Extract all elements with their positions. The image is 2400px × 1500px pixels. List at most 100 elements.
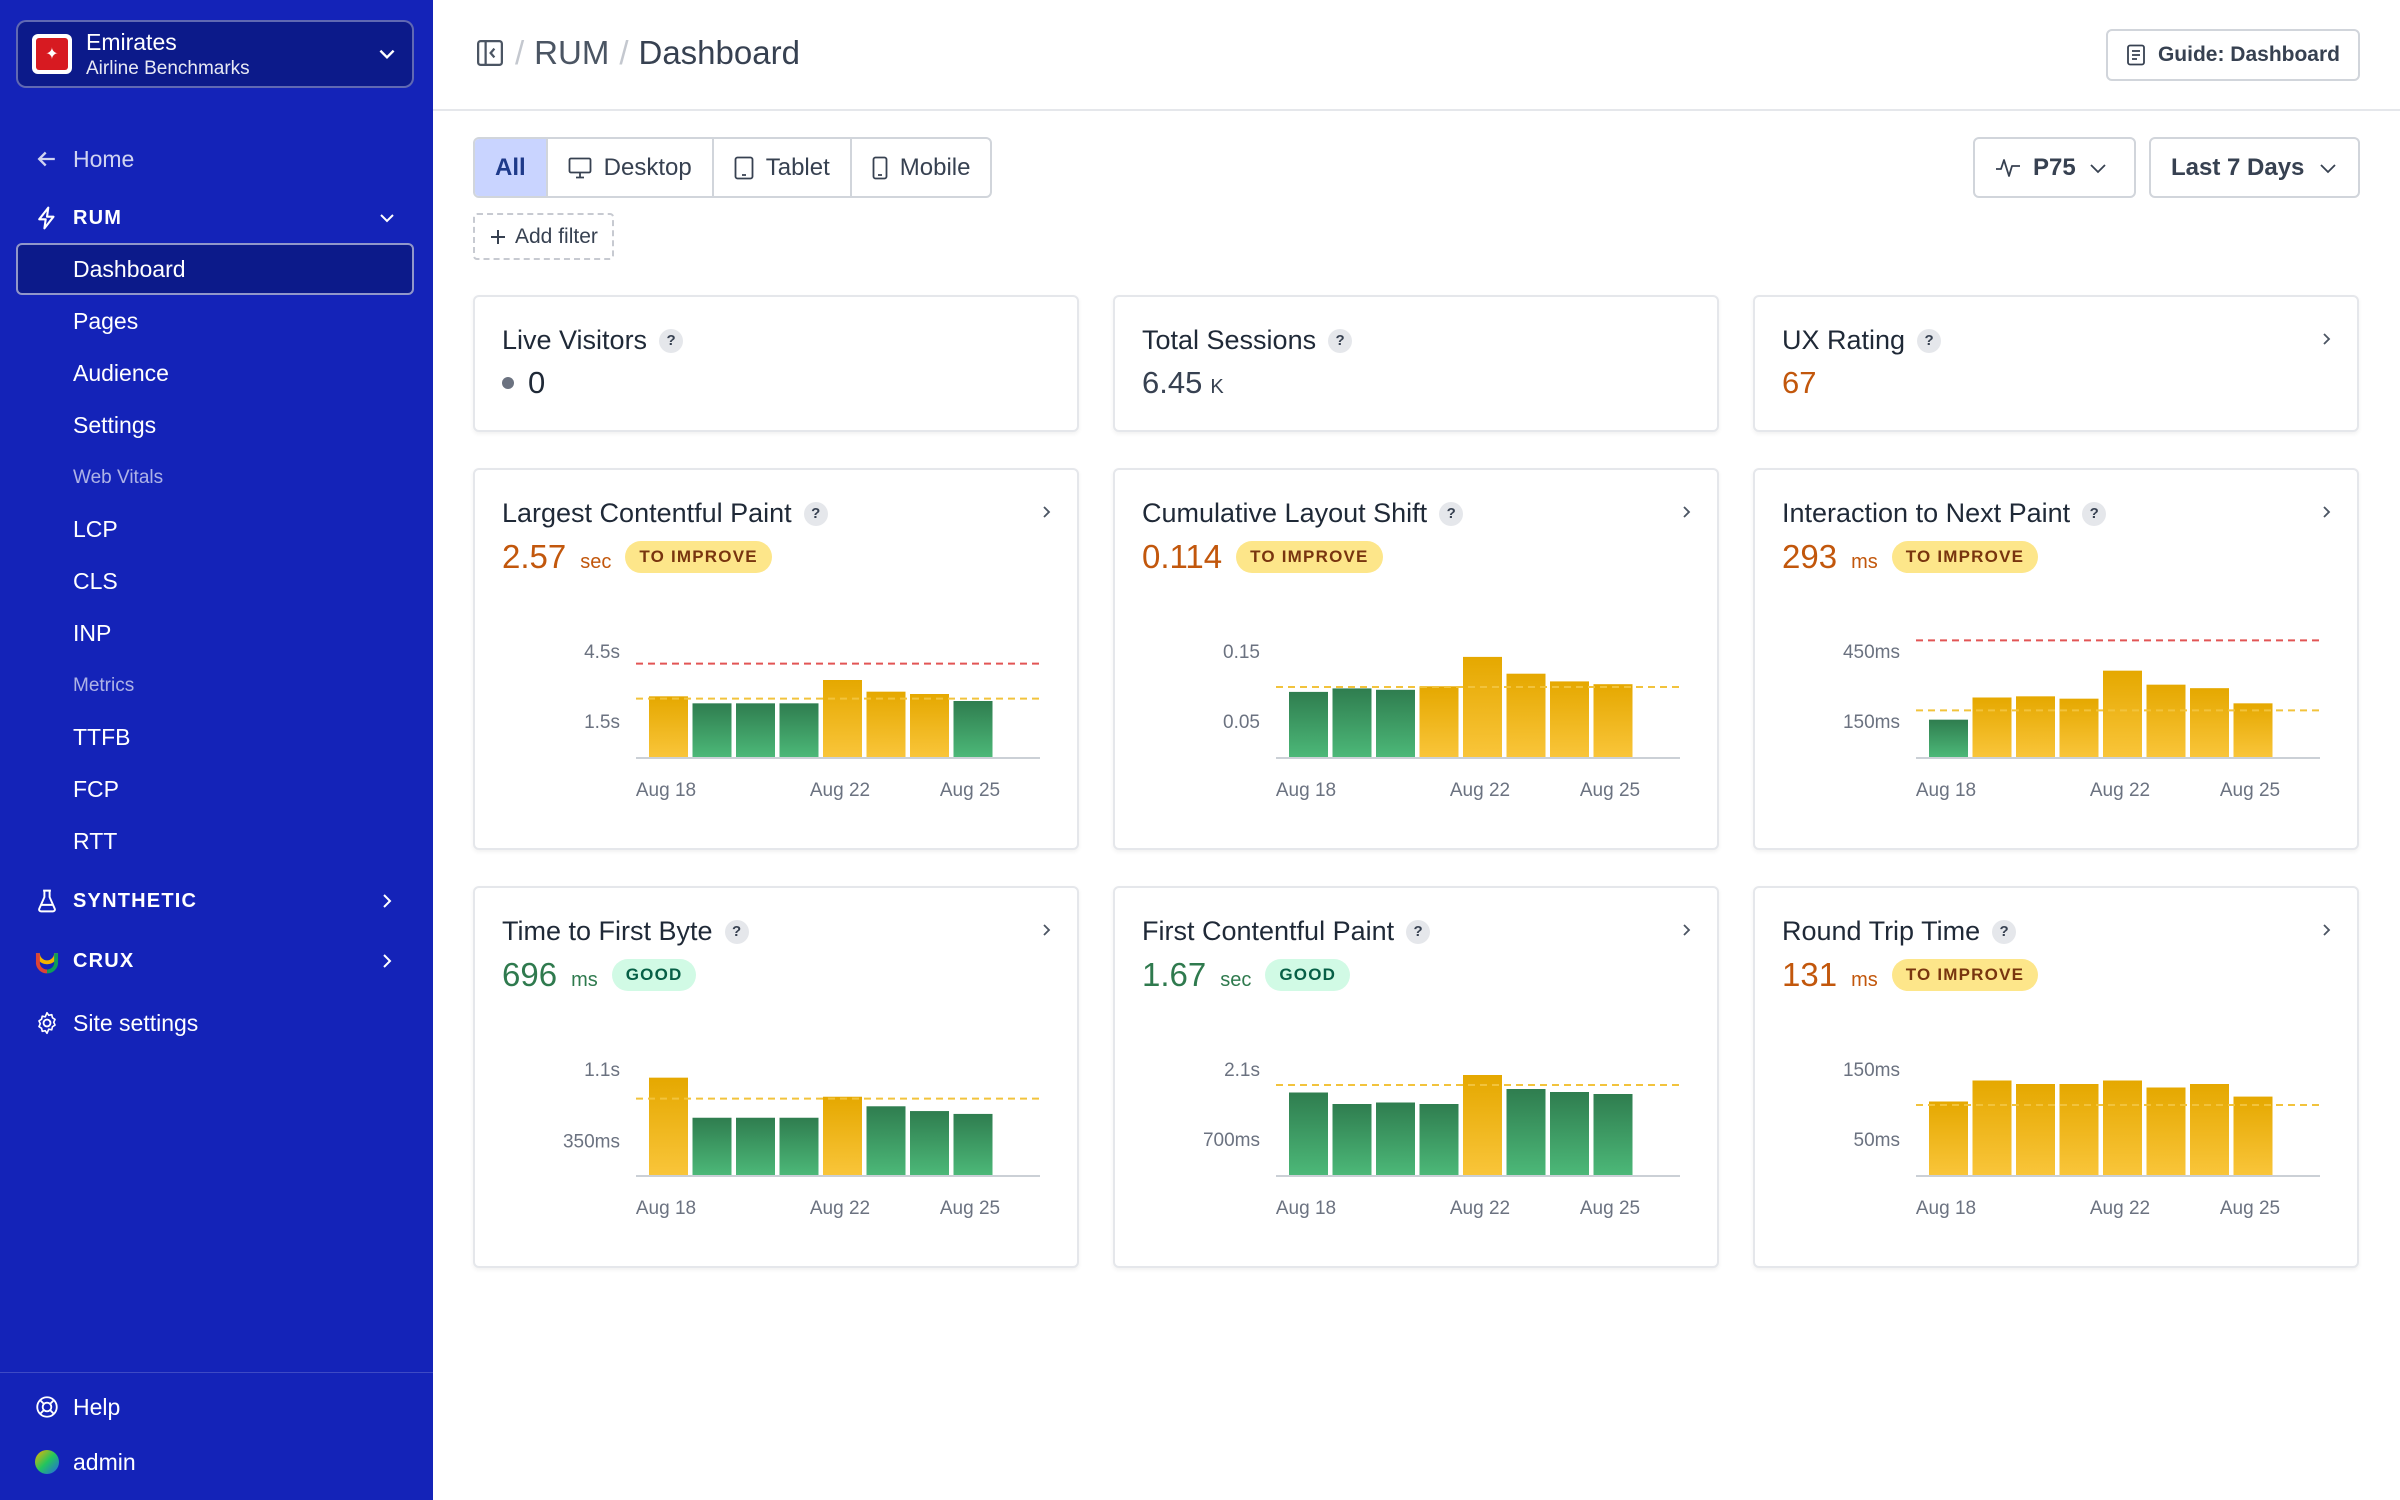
chart-bar[interactable] [1506, 673, 1546, 757]
date-range-dropdown[interactable]: Last 7 Days [2149, 137, 2360, 198]
metric-card-largest-contentful-paint[interactable]: Largest Contentful Paint? 2.57 sec TO IMPRO… [473, 468, 1079, 850]
help-icon[interactable]: ? [1992, 919, 2017, 944]
chart-bar[interactable] [1463, 656, 1502, 757]
chart-bar[interactable] [2146, 684, 2186, 757]
metric-card-round-trip-time[interactable]: Round Trip Time? 131 ms TO IMPROVE 150ms 50ms… [1753, 886, 2359, 1268]
chevron-right-icon[interactable] [1679, 504, 1695, 520]
chevron-right-icon[interactable] [2319, 331, 2335, 347]
chart-bar[interactable] [953, 1113, 993, 1175]
chart-bar[interactable] [1972, 697, 2012, 758]
metric-card-first-contentful-paint[interactable]: First Contentful Paint? 1.67 sec GOOD 2.1s 70… [1113, 886, 1719, 1268]
chart-bar[interactable] [1506, 1089, 1546, 1175]
chevron-right-icon[interactable] [1039, 504, 1055, 520]
sidebar-toggle-icon[interactable] [475, 38, 505, 68]
chart-bar[interactable] [1332, 1104, 1372, 1175]
percentile-dropdown[interactable]: P75 [1973, 137, 2136, 198]
org-switcher[interactable]: ✦ Emirates Airline Benchmarks [16, 20, 414, 88]
sidebar-item-help[interactable]: Help [0, 1390, 433, 1424]
chart-bar[interactable] [779, 703, 819, 757]
sidebar-item-lcp[interactable]: LCP [73, 516, 118, 542]
chart-bar[interactable] [2233, 1096, 2273, 1175]
metric-card-interaction-to-next-paint[interactable]: Interaction to Next Paint? 293 ms TO IMPROV… [1753, 468, 2359, 850]
chart-bar[interactable] [1419, 686, 1459, 757]
sidebar-item-ttfb[interactable]: TTFB [73, 724, 131, 750]
chart-bar[interactable] [1376, 1102, 1415, 1176]
chevron-right-icon[interactable] [2319, 922, 2335, 938]
sidebar-item-site-settings[interactable]: Site settings [0, 1006, 433, 1040]
chart-bar[interactable] [736, 1117, 775, 1175]
chevron-right-icon[interactable] [1039, 922, 1055, 938]
chart-bar[interactable] [1593, 1094, 1633, 1175]
chart-bar[interactable] [823, 1096, 862, 1175]
sidebar-item-rtt[interactable]: RTT [73, 828, 118, 854]
chart-bar[interactable] [866, 1106, 906, 1175]
chart-bar[interactable] [1929, 719, 1968, 757]
stat-card-ux-rating[interactable]: UX Rating? 67 [1753, 295, 2359, 432]
help-icon[interactable]: ? [1328, 328, 1353, 353]
chart-bar[interactable] [910, 1111, 949, 1175]
breadcrumb-rum[interactable]: RUM [534, 34, 610, 71]
chart-bar[interactable] [1972, 1080, 2012, 1176]
chart-bar[interactable] [736, 703, 775, 757]
chart-bar[interactable] [953, 701, 993, 757]
sidebar-item-audience[interactable]: Audience [73, 360, 169, 386]
chart-bar[interactable] [692, 703, 732, 757]
chart-bar[interactable] [2016, 1084, 2055, 1175]
chart-bar[interactable] [1550, 681, 1589, 757]
chart-bar[interactable] [1463, 1075, 1502, 1175]
sidebar-item-cls[interactable]: CLS [73, 568, 118, 594]
chart-bar[interactable] [649, 696, 688, 757]
metric-card-cumulative-layout-shift[interactable]: Cumulative Layout Shift? 0.114 TO IMPROVE 0… [1113, 468, 1719, 850]
chart-bar[interactable] [1289, 691, 1328, 757]
sidebar-item-pages[interactable]: Pages [73, 308, 139, 334]
chart-bar[interactable] [2059, 1084, 2099, 1175]
chart-bar[interactable] [649, 1077, 688, 1175]
chevron-right-icon[interactable] [2319, 504, 2335, 520]
chart-bar[interactable] [2103, 670, 2142, 757]
sidebar-section-rum[interactable]: RUM [0, 201, 433, 235]
help-icon[interactable]: ? [1439, 501, 1464, 526]
help-icon[interactable]: ? [2082, 501, 2107, 526]
chart-bar[interactable] [2103, 1080, 2142, 1176]
chart-bar[interactable] [866, 691, 906, 757]
chart-bar[interactable] [2059, 698, 2099, 757]
sidebar-item-fcp[interactable]: FCP [73, 776, 119, 802]
help-icon[interactable]: ? [803, 501, 828, 526]
chart-bar[interactable] [1550, 1092, 1589, 1175]
device-tab-mobile[interactable]: Mobile [849, 139, 991, 196]
chart-bar[interactable] [1419, 1104, 1459, 1175]
chart-bar[interactable] [2233, 703, 2273, 757]
chart-bar[interactable] [1332, 688, 1372, 757]
device-tab-all[interactable]: All [475, 139, 548, 196]
help-icon[interactable]: ? [1406, 919, 1431, 944]
chart-bar[interactable] [2190, 1084, 2229, 1175]
sidebar-item-inp[interactable]: INP [73, 620, 112, 646]
sidebar-item-home[interactable]: Home [0, 142, 433, 176]
chart-bar[interactable] [1289, 1092, 1328, 1176]
chart-bar[interactable] [2016, 696, 2055, 757]
sidebar-section-synthetic[interactable]: SYNTHETIC [0, 884, 433, 918]
chart-bar[interactable] [1376, 689, 1415, 757]
chart-bar[interactable] [2146, 1087, 2186, 1176]
help-icon[interactable]: ? [1917, 328, 1942, 353]
sidebar-item-dashboard[interactable]: Dashboard [73, 256, 186, 282]
chevron-right-icon[interactable] [1679, 922, 1695, 938]
sidebar-item-settings[interactable]: Settings [73, 412, 157, 438]
device-tab-tablet[interactable]: Tablet [711, 139, 850, 196]
guide-button[interactable]: Guide: Dashboard [2105, 29, 2360, 81]
sidebar-section-crux[interactable]: CRUX [0, 944, 433, 978]
help-icon[interactable]: ? [659, 328, 684, 353]
chart-bar[interactable] [1929, 1101, 1968, 1176]
chart-bar[interactable] [2190, 688, 2229, 757]
device-tab-desktop[interactable]: Desktop [545, 139, 712, 196]
chart-bar[interactable] [1593, 684, 1633, 757]
sidebar-item-user[interactable]: admin [0, 1445, 433, 1479]
chart-bar[interactable] [823, 680, 862, 757]
add-filter-button[interactable]: Add filter [473, 213, 614, 260]
chart-bar[interactable] [910, 694, 949, 757]
chart-bar[interactable] [779, 1117, 819, 1175]
help-icon[interactable]: ? [724, 919, 749, 944]
metric-card-time-to-first-byte[interactable]: Time to First Byte? 696 ms GOOD 1.1s 350ms Aug… [473, 886, 1079, 1268]
sidebar-item-dashboard-active[interactable] [16, 243, 414, 295]
chart-bar[interactable] [692, 1117, 732, 1175]
